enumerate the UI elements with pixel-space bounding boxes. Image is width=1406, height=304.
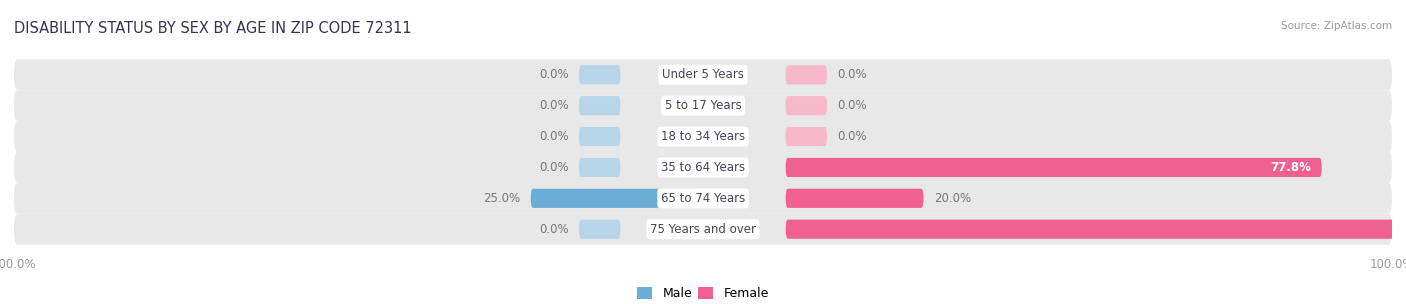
Text: 35 to 64 Years: 35 to 64 Years — [661, 161, 745, 174]
Legend: Male, Female: Male, Female — [633, 282, 773, 304]
Text: Source: ZipAtlas.com: Source: ZipAtlas.com — [1281, 21, 1392, 31]
Text: 5 to 17 Years: 5 to 17 Years — [665, 99, 741, 112]
Text: 0.0%: 0.0% — [538, 161, 568, 174]
Text: 65 to 74 Years: 65 to 74 Years — [661, 192, 745, 205]
FancyBboxPatch shape — [579, 65, 620, 85]
Text: 0.0%: 0.0% — [538, 99, 568, 112]
FancyBboxPatch shape — [579, 158, 620, 177]
Text: 0.0%: 0.0% — [838, 68, 868, 81]
Text: 0.0%: 0.0% — [838, 130, 868, 143]
FancyBboxPatch shape — [579, 127, 620, 146]
FancyBboxPatch shape — [786, 127, 827, 146]
FancyBboxPatch shape — [579, 96, 620, 115]
FancyBboxPatch shape — [14, 183, 1392, 214]
FancyBboxPatch shape — [14, 214, 1392, 245]
Text: DISABILITY STATUS BY SEX BY AGE IN ZIP CODE 72311: DISABILITY STATUS BY SEX BY AGE IN ZIP C… — [14, 21, 412, 36]
Text: 75 Years and over: 75 Years and over — [650, 223, 756, 236]
FancyBboxPatch shape — [786, 65, 827, 85]
Text: 0.0%: 0.0% — [538, 130, 568, 143]
Text: 0.0%: 0.0% — [838, 99, 868, 112]
FancyBboxPatch shape — [14, 152, 1392, 183]
Text: Under 5 Years: Under 5 Years — [662, 68, 744, 81]
Text: 77.8%: 77.8% — [1271, 161, 1312, 174]
Text: 0.0%: 0.0% — [538, 68, 568, 81]
Text: 0.0%: 0.0% — [538, 223, 568, 236]
FancyBboxPatch shape — [786, 219, 1406, 239]
FancyBboxPatch shape — [786, 189, 924, 208]
Text: 25.0%: 25.0% — [484, 192, 520, 205]
FancyBboxPatch shape — [579, 219, 620, 239]
FancyBboxPatch shape — [786, 96, 827, 115]
FancyBboxPatch shape — [14, 90, 1392, 121]
Text: 18 to 34 Years: 18 to 34 Years — [661, 130, 745, 143]
FancyBboxPatch shape — [14, 59, 1392, 90]
FancyBboxPatch shape — [531, 189, 703, 208]
FancyBboxPatch shape — [14, 121, 1392, 152]
FancyBboxPatch shape — [786, 158, 1322, 177]
Text: 20.0%: 20.0% — [934, 192, 972, 205]
